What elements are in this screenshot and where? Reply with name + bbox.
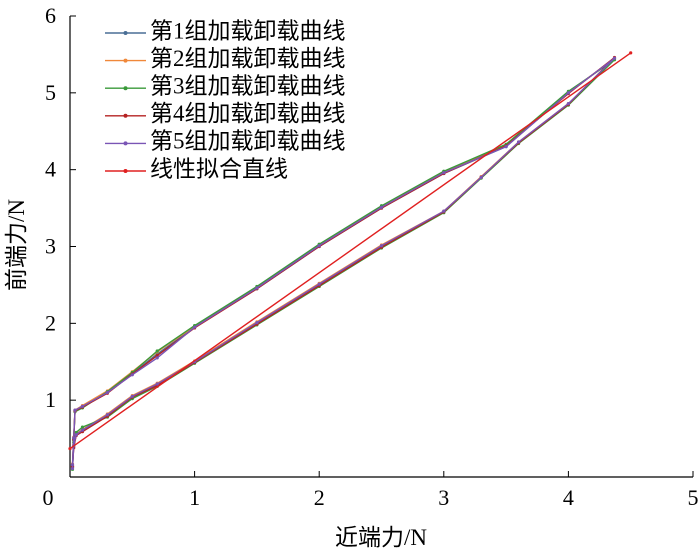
point (70, 463, 75, 467)
legend-label: 第3组加载卸载曲线 (150, 73, 346, 98)
point (255, 320, 259, 325)
point (155, 349, 159, 353)
point (442, 209, 446, 213)
point (479, 175, 483, 179)
point (130, 373, 134, 377)
point (612, 56, 617, 60)
legend-marker (123, 141, 128, 146)
legend-marker (123, 58, 128, 63)
point (80, 404, 85, 408)
point (516, 140, 521, 144)
y-tick-label: 6 (45, 3, 56, 28)
point (155, 382, 159, 386)
y-tick-label: 3 (45, 234, 56, 259)
x-axis-label: 近端力/N (335, 525, 427, 550)
y-tick-label: 2 (45, 310, 56, 335)
point (73, 408, 77, 412)
point (105, 390, 109, 395)
x-tick-label: 0 (43, 485, 54, 510)
legend-label: 第4组加载卸载曲线 (150, 101, 346, 126)
y-axis-label: 前端力/N (4, 199, 29, 291)
x-tick-label: 5 (688, 485, 699, 510)
legend-label: 第1组加载卸载曲线 (150, 18, 346, 43)
legend-label: 第5组加载卸载曲线 (150, 129, 346, 154)
x-tick-label: 3 (438, 485, 449, 510)
point (155, 356, 159, 360)
y-tick-label: 5 (45, 80, 56, 105)
point (629, 51, 633, 55)
series-line (71, 59, 615, 470)
x-tick-label: 2 (314, 485, 325, 510)
x-tick-label: 4 (563, 485, 574, 510)
point (68, 446, 72, 451)
legend-marker (123, 86, 128, 91)
point (566, 91, 571, 95)
point (80, 428, 85, 432)
point (317, 244, 321, 248)
legend-label: 第2组加载卸载曲线 (150, 46, 346, 71)
x-tick-label: 1 (189, 485, 200, 510)
point (74, 433, 78, 437)
legend-marker (123, 113, 128, 118)
point (255, 286, 259, 290)
point (442, 171, 446, 175)
y-tick-label: 4 (45, 157, 56, 182)
point (379, 205, 384, 209)
point (504, 145, 508, 149)
point (193, 325, 197, 329)
point (130, 394, 134, 398)
point (70, 466, 75, 471)
point (566, 101, 571, 106)
point (105, 413, 109, 417)
point (72, 436, 76, 440)
point (80, 425, 85, 429)
legend-marker (123, 169, 128, 173)
legend-label: 线性拟合直线 (150, 156, 288, 181)
y-tick-label: 1 (45, 387, 56, 412)
point (317, 282, 321, 286)
series-line (69, 52, 632, 450)
point (379, 244, 384, 248)
legend-marker (123, 31, 128, 35)
